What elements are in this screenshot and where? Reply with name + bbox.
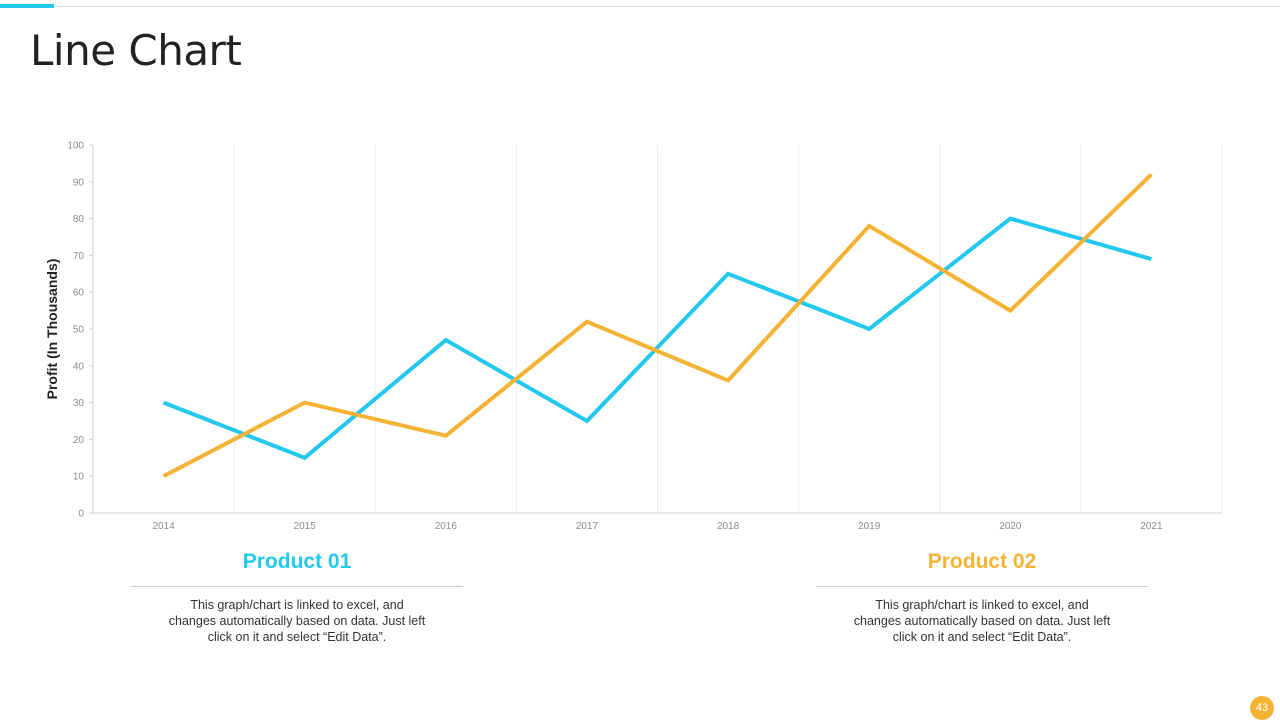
y-tick-label: 70 (73, 251, 85, 262)
product-01-description: This graph/chart is linked to excel, and… (168, 598, 426, 644)
x-tick-label: 2015 (294, 521, 317, 532)
y-tick-label: 20 (73, 435, 85, 446)
slide-title: Line Chart (30, 26, 242, 75)
x-tick-label: 2019 (858, 521, 881, 532)
product-02-block: Product 02 This graph/chart is linked to… (816, 548, 1148, 645)
y-axis-title: Profit (In Thousands) (44, 259, 60, 400)
x-tick-label: 2017 (576, 521, 599, 532)
product-02-title: Product 02 (927, 550, 1037, 573)
product-01-divider (131, 586, 463, 587)
product-02-divider (816, 586, 1148, 587)
y-tick-label: 10 (73, 472, 85, 483)
page-number-badge: 43 (1250, 696, 1274, 720)
series-line-1 (162, 216, 1152, 461)
y-tick-label: 0 (78, 509, 84, 520)
x-tick-label: 2020 (999, 521, 1022, 532)
x-tick-label: 2016 (435, 521, 458, 532)
top-accent-bar (0, 4, 54, 8)
product-01-block: Product 01 This graph/chart is linked to… (131, 548, 463, 645)
x-tick-label: 2018 (717, 521, 740, 532)
top-divider (0, 6, 1280, 7)
product-01-title: Product 01 (242, 550, 352, 573)
y-tick-label: 90 (73, 177, 85, 188)
y-tick-label: 60 (73, 288, 85, 299)
x-tick-label: 2014 (152, 521, 175, 532)
y-tick-label: 100 (67, 141, 84, 152)
series-line-2 (162, 173, 1153, 478)
y-tick-label: 80 (73, 214, 85, 225)
y-tick-label: 40 (73, 361, 85, 372)
y-tick-label: 50 (73, 325, 85, 336)
x-tick-label: 2021 (1140, 521, 1163, 532)
product-02-description: This graph/chart is linked to excel, and… (853, 598, 1111, 644)
y-tick-label: 30 (73, 398, 85, 409)
